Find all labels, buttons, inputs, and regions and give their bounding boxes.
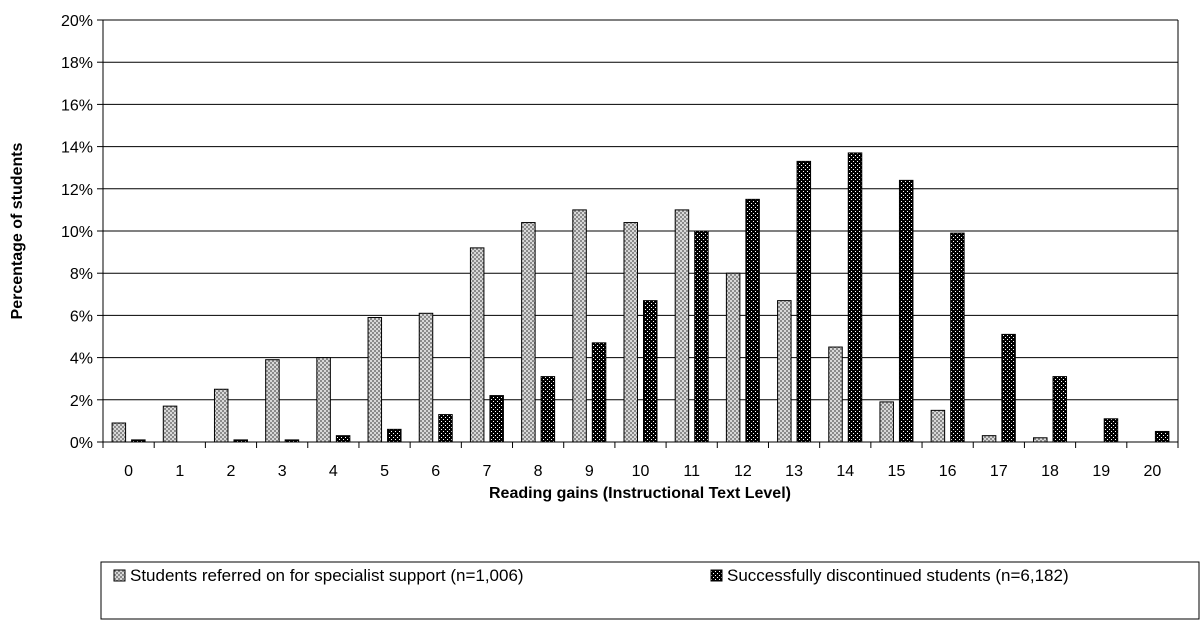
bar-discontinued-8	[540, 376, 556, 443]
y-tick-label: 6%	[70, 308, 93, 325]
y-tick-label: 14%	[61, 140, 93, 157]
bar-referred-5	[367, 317, 383, 443]
x-tick-label: 7	[482, 463, 491, 480]
bar-discontinued-17	[1001, 333, 1016, 443]
x-tick-label: 15	[888, 463, 906, 480]
x-tick-label: 19	[1092, 463, 1110, 480]
y-tick-label: 16%	[61, 97, 93, 114]
y-tick-label: 8%	[70, 266, 93, 283]
x-tick-label: 14	[836, 463, 854, 480]
x-tick-label: 8	[534, 463, 543, 480]
bar-referred-6	[418, 312, 434, 443]
y-tick-label: 10%	[61, 224, 93, 241]
bar-referred-4	[316, 357, 331, 443]
x-tick-label: 6	[431, 463, 440, 480]
bar-discontinued-16	[950, 232, 965, 443]
bar-referred-18	[1033, 437, 1048, 443]
bar-discontinued-20	[1154, 430, 1170, 443]
x-tick-label: 13	[785, 463, 803, 480]
legend-swatch-referred	[113, 569, 126, 582]
bars	[111, 152, 1170, 443]
bar-referred-9	[572, 209, 587, 443]
y-tick-label: 0%	[70, 435, 93, 452]
bar-referred-1	[162, 405, 178, 443]
x-tick-label: 16	[939, 463, 957, 480]
y-tick-label: 18%	[61, 55, 93, 72]
bar-referred-10	[623, 222, 638, 443]
x-tick-label: 18	[1041, 463, 1059, 480]
x-tick-label: 1	[175, 463, 184, 480]
legend-label-referred: Students referred on for specialist supp…	[130, 566, 524, 585]
x-tick-label: 5	[380, 463, 389, 480]
bar-referred-3	[265, 359, 280, 443]
y-tick-labels: 0% 2% 4% 6% 8% 10% 12% 14% 16% 18% 20%	[61, 13, 93, 452]
x-tick-label: 10	[632, 463, 650, 480]
bar-discontinued-18	[1052, 376, 1068, 443]
bar-discontinued-14	[847, 152, 863, 443]
x-tick-label: 3	[278, 463, 287, 480]
x-axis-title: Reading gains (Instructional Text Level)	[489, 485, 791, 502]
bar-referred-17	[981, 435, 997, 443]
x-tick-label: 20	[1144, 463, 1162, 480]
bar-referred-15	[879, 401, 894, 443]
x-tick-label: 11	[683, 463, 700, 480]
bar-discontinued-7	[489, 395, 504, 443]
axes	[102, 20, 1179, 448]
legend: Students referred on for specialist supp…	[100, 561, 1200, 620]
bar-referred-2	[213, 388, 229, 443]
bar-referred-14	[828, 346, 843, 443]
gridlines	[97, 19, 1178, 443]
bar-referred-12	[725, 272, 741, 443]
x-tick-labels: 0 1 2 3 4 5 6 7 8 9 10 11 12 13 14 15 16 17 18 19 20	[124, 463, 1161, 480]
bar-referred-13	[777, 300, 792, 443]
y-tick-label: 20%	[61, 13, 93, 30]
bar-referred-0	[111, 422, 127, 443]
y-tick-label: 4%	[70, 351, 93, 368]
bar-referred-8	[521, 222, 536, 443]
bar-referred-16	[930, 409, 946, 443]
bar-discontinued-19	[1103, 418, 1119, 443]
bar-referred-7	[469, 247, 485, 443]
bar-discontinued-15	[898, 179, 914, 443]
legend-box	[100, 561, 1200, 620]
y-tick-label: 2%	[70, 393, 93, 410]
x-tick-label: 12	[734, 463, 752, 480]
legend-swatch-discontinued	[710, 569, 723, 582]
bar-discontinued-10	[643, 300, 658, 443]
bar-discontinued-12	[745, 198, 760, 443]
bar-discontinued-13	[796, 160, 812, 443]
y-axis-title: Percentage of students	[9, 142, 26, 319]
bar-discontinued-11	[694, 230, 709, 443]
bar-discontinued-6	[438, 414, 453, 443]
bar-discontinued-4	[335, 435, 351, 443]
x-tick-label: 4	[329, 463, 338, 480]
x-tick-label: 0	[124, 463, 133, 480]
bar-referred-11	[674, 209, 690, 443]
y-tick-label: 12%	[61, 182, 93, 199]
bar-discontinued-9	[591, 342, 607, 443]
legend-label-discontinued: Successfully discontinued students (n=6,…	[727, 566, 1069, 585]
x-tick-label: 17	[990, 463, 1008, 480]
bar-discontinued-5	[387, 428, 402, 443]
x-tick-label: 9	[585, 463, 594, 480]
x-tick-label: 2	[227, 463, 236, 480]
